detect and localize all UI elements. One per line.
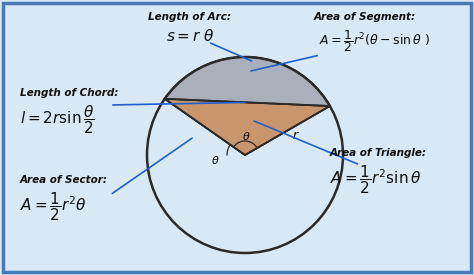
Text: $A = \dfrac{1}{2}r^2\theta$: $A = \dfrac{1}{2}r^2\theta$ [20,190,87,223]
Text: $\theta$: $\theta$ [211,154,219,166]
Polygon shape [165,57,330,155]
Text: $A = \dfrac{1}{2}r^2(\theta - \sin\theta\ )$: $A = \dfrac{1}{2}r^2(\theta - \sin\theta… [319,28,430,54]
Polygon shape [165,99,330,155]
Text: $A = \dfrac{1}{2}r^2\sin\theta$: $A = \dfrac{1}{2}r^2\sin\theta$ [330,163,421,196]
Text: Length of Arc:: Length of Arc: [148,12,231,22]
FancyBboxPatch shape [3,3,471,272]
Text: Area of Triangle:: Area of Triangle: [330,148,427,158]
Polygon shape [165,57,330,106]
Text: $r$: $r$ [292,129,299,142]
Text: Area of Sector:: Area of Sector: [20,175,108,185]
Text: $\theta$: $\theta$ [242,130,250,142]
Text: Area of Segment:: Area of Segment: [314,12,416,22]
Text: $s = r\ \theta$: $s = r\ \theta$ [165,28,214,44]
Text: $l = 2r\sin\dfrac{\theta}{2}$: $l = 2r\sin\dfrac{\theta}{2}$ [20,103,95,136]
Text: Length of Chord:: Length of Chord: [20,88,118,98]
